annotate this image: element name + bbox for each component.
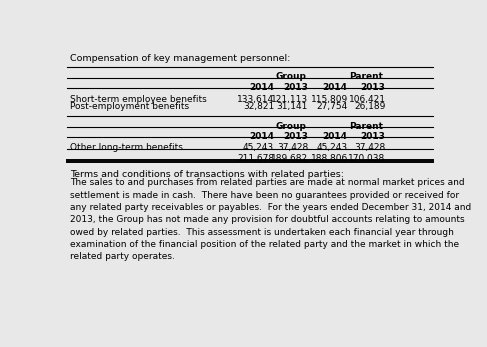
Text: 2014: 2014 — [249, 132, 274, 141]
Text: 2013, the Group has not made any provision for doubtful accounts relating to amo: 2013, the Group has not made any provisi… — [70, 215, 465, 224]
Text: 2013: 2013 — [283, 132, 308, 141]
Text: Group: Group — [276, 122, 306, 131]
Text: 45,243: 45,243 — [317, 143, 348, 152]
Text: 37,428: 37,428 — [354, 143, 386, 152]
Text: The sales to and purchases from related parties are made at normal market prices: The sales to and purchases from related … — [70, 178, 465, 187]
Text: 31,141: 31,141 — [277, 102, 308, 111]
Text: 37,428: 37,428 — [277, 143, 308, 152]
Text: 115,809: 115,809 — [311, 95, 348, 104]
Text: 170,038: 170,038 — [348, 154, 386, 163]
Text: Compensation of key management personnel:: Compensation of key management personnel… — [70, 54, 291, 63]
Text: related party operates.: related party operates. — [70, 252, 175, 261]
Text: 2014: 2014 — [323, 132, 348, 141]
Text: 2013: 2013 — [360, 83, 386, 92]
Text: 2014: 2014 — [249, 83, 274, 92]
Text: 2013: 2013 — [283, 83, 308, 92]
Text: Post-employment benefits: Post-employment benefits — [70, 102, 189, 111]
Text: 26,189: 26,189 — [354, 102, 386, 111]
Text: 211,678: 211,678 — [237, 154, 274, 163]
Text: Group: Group — [276, 73, 306, 81]
Text: 2014: 2014 — [323, 83, 348, 92]
Text: Parent: Parent — [350, 73, 384, 81]
Text: 45,243: 45,243 — [243, 143, 274, 152]
Text: any related party receivables or payables.  For the years ended December 31, 201: any related party receivables or payable… — [70, 203, 471, 212]
Text: owed by related parties.  This assessment is undertaken each financial year thro: owed by related parties. This assessment… — [70, 228, 454, 237]
Text: 2013: 2013 — [360, 132, 386, 141]
Text: Short-term employee benefits: Short-term employee benefits — [70, 95, 207, 104]
Text: Other long-term benefits: Other long-term benefits — [70, 143, 183, 152]
Text: 27,754: 27,754 — [317, 102, 348, 111]
Text: 121,113: 121,113 — [271, 95, 308, 104]
Text: 189,682: 189,682 — [271, 154, 308, 163]
Text: 188,806: 188,806 — [311, 154, 348, 163]
Text: Terms and conditions of transactions with related parties:: Terms and conditions of transactions wit… — [70, 170, 344, 179]
Text: settlement is made in cash.  There have been no guarantees provided or received : settlement is made in cash. There have b… — [70, 191, 459, 200]
Text: 32,821: 32,821 — [243, 102, 274, 111]
Text: 106,421: 106,421 — [349, 95, 386, 104]
Text: examination of the financial position of the related party and the market in whi: examination of the financial position of… — [70, 240, 459, 249]
Text: Parent: Parent — [350, 122, 384, 131]
Text: 133,614: 133,614 — [237, 95, 274, 104]
